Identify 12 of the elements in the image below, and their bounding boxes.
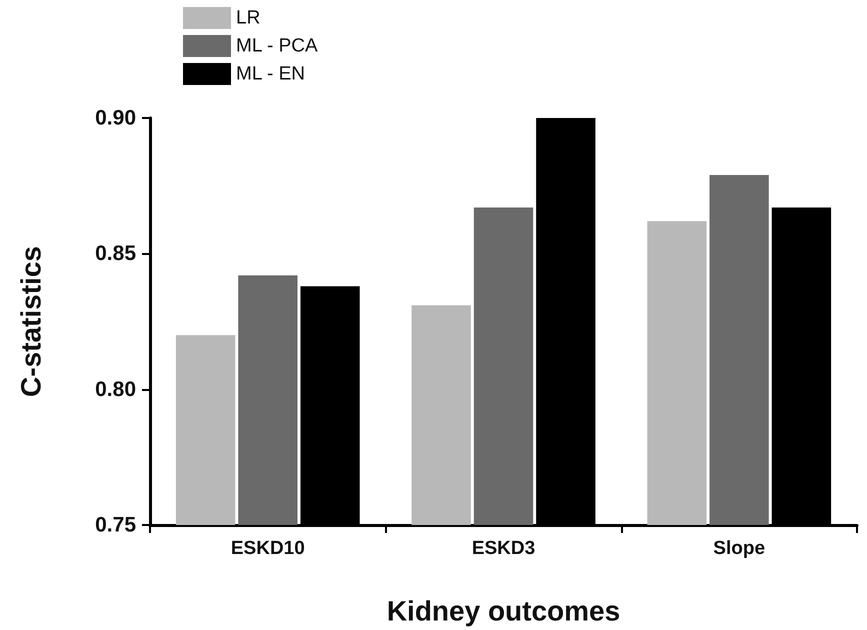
y-tick-label: 0.85 bbox=[95, 242, 136, 266]
legend-label: ML - EN bbox=[236, 64, 305, 84]
y-tick-label: 0.90 bbox=[95, 106, 136, 130]
x-tick-label: ESKD10 bbox=[230, 538, 305, 559]
legend-label: LR bbox=[236, 8, 260, 28]
x-tick-label: ESKD3 bbox=[472, 538, 536, 559]
legend-label: ML - PCA bbox=[236, 36, 318, 56]
y-tick-label: 0.75 bbox=[95, 514, 136, 536]
x-axis-title: Kidney outcomes bbox=[386, 596, 620, 626]
y-tick-label: 0.80 bbox=[95, 378, 136, 401]
y-axis-title: C-statistics bbox=[16, 246, 46, 397]
x-tick-label: Slope bbox=[713, 538, 766, 559]
